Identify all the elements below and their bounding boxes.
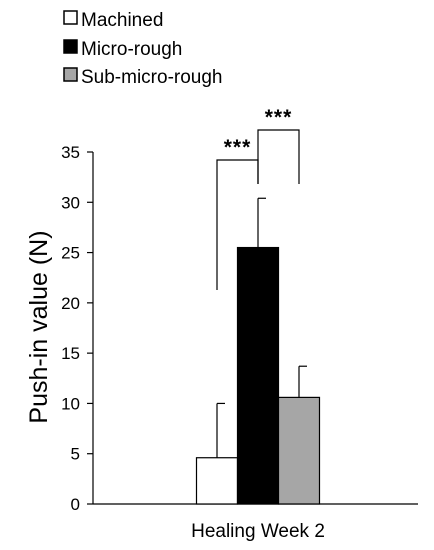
significance-label-1: *** bbox=[224, 136, 252, 159]
bar-sub-micro-rough bbox=[277, 396, 321, 505]
y-tick-label-25: 25 bbox=[61, 244, 80, 263]
y-tick-label-30: 30 bbox=[61, 193, 80, 212]
y-tick-label-20: 20 bbox=[61, 294, 80, 313]
y-ticks: 0 5 10 15 20 25 30 35 bbox=[61, 143, 93, 514]
bar-machined bbox=[195, 457, 239, 505]
legend-swatch-sub-micro-rough bbox=[63, 67, 78, 82]
legend-label-micro-rough: Micro-rough bbox=[81, 39, 182, 60]
significance-bracket-2 bbox=[257, 129, 300, 184]
error-bars bbox=[216, 197, 307, 458]
y-tick-label-5: 5 bbox=[71, 445, 80, 464]
y-tick-label-35: 35 bbox=[61, 143, 80, 162]
significance-label-2: *** bbox=[265, 106, 293, 129]
legend-label-machined: Machined bbox=[81, 10, 163, 31]
bars bbox=[195, 246, 321, 505]
legend: Machined Micro-rough Sub-micro-rough bbox=[63, 10, 223, 88]
y-tick-label-0: 0 bbox=[71, 495, 80, 514]
legend-swatch-micro-rough bbox=[63, 39, 78, 54]
legend-swatch-machined bbox=[63, 10, 78, 25]
y-axis-label: Push-in value (N) bbox=[25, 230, 53, 423]
category-label-healing-week-2: Healing Week 2 bbox=[191, 521, 325, 542]
y-tick-label-10: 10 bbox=[61, 394, 80, 413]
legend-label-sub-micro-rough: Sub-micro-rough bbox=[81, 67, 223, 88]
significance-brackets: *** *** bbox=[216, 106, 300, 290]
y-tick-label-15: 15 bbox=[61, 344, 80, 363]
bar-micro-rough bbox=[236, 246, 280, 505]
